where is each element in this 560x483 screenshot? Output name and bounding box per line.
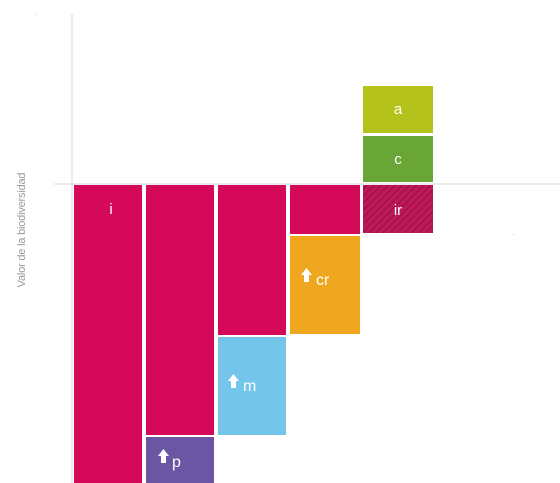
block-ir-label: ir [394, 202, 402, 219]
block-c [363, 136, 433, 182]
block-cr [290, 236, 360, 334]
block-p [146, 437, 214, 483]
decorative-dot [513, 234, 514, 235]
block-a-label: a [394, 101, 403, 118]
block-cr-label: cr [316, 272, 330, 289]
block-i-label: i [109, 201, 112, 218]
up-arrow-icon [158, 449, 169, 463]
up-arrow-icon [228, 374, 239, 388]
decorative-dot [36, 14, 37, 15]
block-a [363, 86, 433, 133]
block-col4 [290, 185, 360, 234]
block-col3 [218, 185, 286, 335]
block-p-label: p [172, 454, 181, 471]
block-ir [363, 185, 433, 233]
block-col2 [146, 185, 214, 435]
block-i [74, 185, 142, 483]
up-arrow-icon [301, 268, 312, 282]
block-m [218, 337, 286, 435]
block-c-label: c [394, 151, 402, 168]
block-m-label: m [243, 378, 256, 395]
